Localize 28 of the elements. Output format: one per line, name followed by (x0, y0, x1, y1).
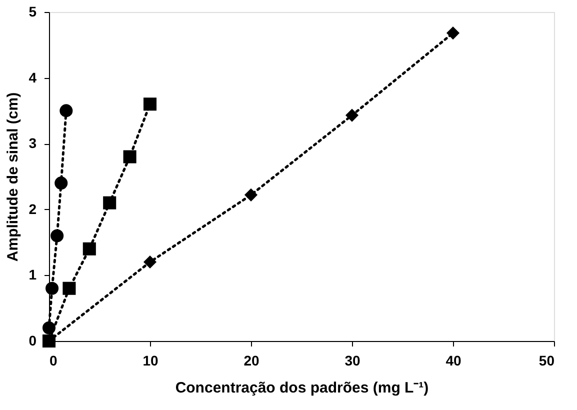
x-tick-label: 10 (142, 352, 158, 368)
y-tick-label: 0 (28, 332, 37, 348)
x-tick-label: 20 (244, 352, 260, 368)
point (446, 26, 460, 40)
point (62, 282, 76, 295)
y-tick-label: 3 (28, 135, 37, 152)
point (103, 196, 116, 210)
x-axis-title: Concentração dos padrões (mg L⁻¹) (175, 380, 429, 396)
point (143, 98, 157, 111)
point (42, 321, 56, 334)
y-tick-label: 5 (28, 4, 37, 20)
x-tick-label: 0 (50, 352, 58, 368)
y-tick-label: 2 (28, 200, 37, 217)
x-tick-label: 30 (344, 352, 360, 368)
point (82, 242, 96, 256)
point (143, 256, 157, 269)
x-tick-label: 50 (538, 352, 555, 368)
y-tick-label: 1 (28, 266, 37, 283)
point (46, 282, 59, 295)
point (50, 229, 64, 242)
point (54, 176, 68, 190)
point (244, 188, 258, 202)
point (345, 108, 359, 122)
point (60, 104, 73, 118)
point (123, 150, 136, 164)
y-tick-label: 4 (28, 69, 37, 86)
x-tick-label: 40 (446, 352, 462, 368)
y-axis-title: Amplitude de sinal (cm) (4, 92, 22, 262)
